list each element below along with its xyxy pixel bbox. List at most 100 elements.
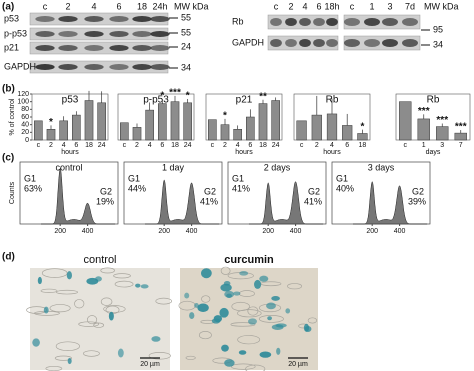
bar: [183, 102, 192, 141]
bar: [326, 113, 338, 141]
histogram: [144, 179, 220, 225]
cell: [258, 314, 284, 323]
blot-band: [132, 64, 152, 70]
bar: [158, 103, 167, 141]
x-tick-label: 2: [49, 142, 53, 149]
blot-band: [58, 45, 78, 51]
mw-label: 95: [433, 24, 443, 34]
significance: *: [360, 121, 364, 132]
lane-label: 4: [91, 1, 96, 11]
micrograph: [180, 268, 318, 370]
stained-cell: [259, 351, 272, 358]
x-tick-label: 6: [248, 142, 252, 149]
stained-cell: [226, 293, 233, 298]
chart-title: p53: [62, 95, 79, 106]
stained-cell: [223, 281, 231, 286]
stained-cell: [194, 303, 199, 308]
lane-label: c: [274, 1, 279, 11]
x-tick-label: 3: [440, 142, 444, 149]
mw-label: 55: [181, 27, 191, 37]
x-tick-label: 400: [290, 228, 302, 235]
significance: *: [186, 91, 190, 102]
blot-band: [285, 18, 297, 26]
micrograph: [30, 268, 170, 370]
bar: [436, 126, 449, 141]
stained-cell: [32, 338, 40, 347]
blot-band: [344, 18, 360, 26]
cell: [230, 363, 256, 370]
bar: [342, 125, 353, 141]
stained-cell: [266, 302, 276, 310]
blot-band: [299, 39, 311, 47]
stained-cell: [37, 276, 42, 285]
blot-band: [364, 18, 380, 26]
blot-strip: [343, 14, 421, 30]
blot-band: [84, 45, 104, 51]
x-tick-label: 2: [223, 142, 227, 149]
bar: [311, 114, 322, 141]
g2-percent: 41%: [304, 196, 322, 206]
scale-label: 20 µm: [288, 361, 308, 368]
stained-cell: [220, 283, 232, 292]
cell: [220, 266, 231, 275]
stained-cell: [108, 311, 114, 321]
histogram-title: 1 day: [162, 162, 185, 172]
blot-band: [35, 31, 55, 37]
histogram: [352, 180, 428, 225]
panel-label: (b): [2, 84, 15, 95]
stained-cell: [303, 323, 310, 332]
x-tick-label: c: [123, 142, 127, 149]
significance: *: [49, 117, 53, 128]
y-tick-label: 60: [21, 114, 29, 121]
bar: [132, 127, 142, 141]
bar: [246, 116, 255, 141]
cell: [113, 273, 131, 279]
cell: [49, 304, 71, 313]
cell: [74, 299, 85, 309]
row-label: GAPDH: [232, 37, 264, 47]
stained-cell: [224, 359, 235, 367]
blot-band: [58, 64, 78, 70]
lane-label: 3: [387, 1, 392, 11]
significance: **: [259, 91, 267, 102]
mw-title: MW kDa: [174, 1, 209, 11]
blot-band: [150, 16, 170, 22]
cell: [287, 283, 303, 290]
x-tick-label: 18: [171, 142, 179, 149]
plot-frame: [205, 93, 283, 141]
blot-band: [132, 45, 152, 51]
row-label: p21: [4, 42, 19, 52]
bar: [34, 120, 43, 141]
y-tick-label: 20: [21, 129, 29, 136]
blot-band: [132, 31, 152, 37]
chart-title: p-p53: [143, 95, 169, 106]
bar: [296, 120, 307, 141]
micrograph-title: curcumin: [224, 254, 274, 266]
g1-label: G1: [336, 173, 348, 183]
histogram-frame: [19, 161, 119, 225]
histogram-title: 2 days: [264, 162, 291, 172]
stained-cell: [254, 279, 262, 289]
bar: [454, 132, 467, 141]
stained-cell: [275, 323, 287, 328]
stained-cell: [248, 318, 257, 325]
x-tick-label: 24: [184, 142, 192, 149]
stained-cell: [271, 296, 280, 301]
bar: [170, 101, 180, 141]
bar: [145, 109, 154, 141]
x-tick-label: 24: [98, 142, 106, 149]
plot-frame: [31, 93, 109, 141]
bar: [271, 100, 280, 141]
significance: ***: [436, 115, 448, 126]
bar: [220, 124, 230, 141]
blot-band: [364, 39, 380, 47]
blot-band: [382, 39, 398, 47]
cell: [201, 295, 211, 303]
x-tick-label: 6: [345, 142, 349, 149]
blot-band: [150, 45, 170, 51]
blot-band: [84, 31, 104, 37]
g2-percent: 41%: [200, 196, 218, 206]
lane-label: 1: [369, 1, 374, 11]
stained-cell: [201, 268, 212, 279]
blot-band: [109, 45, 129, 51]
